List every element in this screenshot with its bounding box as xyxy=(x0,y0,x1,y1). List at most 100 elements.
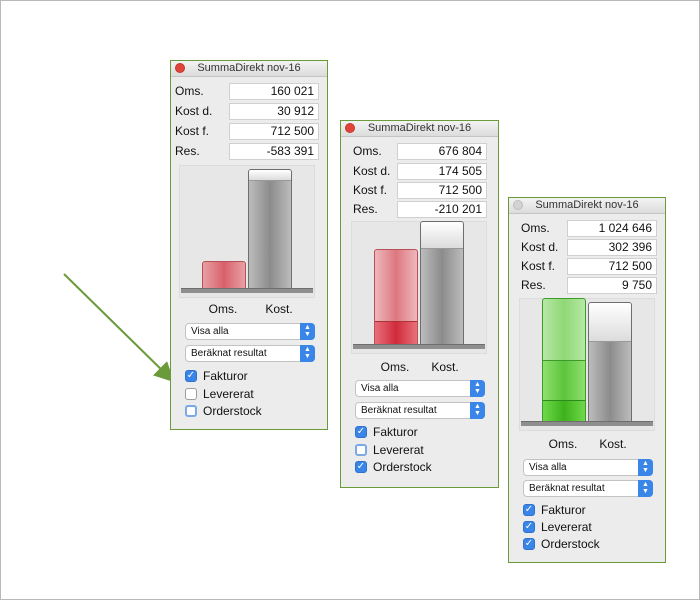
chart-area xyxy=(519,298,655,431)
chart-label-oms: Oms. xyxy=(380,360,410,374)
row-oms: Oms. 1 024 646 xyxy=(513,220,663,237)
chart-baseline xyxy=(353,344,485,349)
updown-arrows-icon: ▲ ▼ xyxy=(470,380,485,397)
res-value[interactable]: 9 750 xyxy=(567,277,657,294)
row-kost-d: Kost d. 302 396 xyxy=(513,239,663,256)
kost-d-value[interactable]: 30 912 xyxy=(229,103,319,120)
checkbox-checked-icon[interactable]: ✓ xyxy=(523,504,535,516)
kost-d-value[interactable]: 174 505 xyxy=(397,163,487,180)
view-select-value: Visa alla xyxy=(529,462,567,473)
checkbox-unchecked-icon[interactable] xyxy=(185,405,197,417)
window-titlebar: SummaDirekt nov-16 xyxy=(171,61,327,77)
view-select[interactable]: Visa alla ▲ ▼ xyxy=(523,459,653,476)
checkbox-unchecked-icon[interactable] xyxy=(185,388,197,400)
kost-d-value[interactable]: 302 396 xyxy=(567,239,657,256)
kost-bar xyxy=(420,221,464,345)
window-titlebar: SummaDirekt nov-16 xyxy=(341,121,498,137)
checkbox-checked-icon[interactable]: ✓ xyxy=(355,461,367,473)
chart-label-kost: Kost. xyxy=(265,302,293,316)
row-res: Res. -210 201 xyxy=(345,201,495,218)
result-select[interactable]: Beräknat resultat ▲ ▼ xyxy=(523,480,653,497)
view-select-value: Visa alla xyxy=(361,383,399,394)
levererat-label: Levererat xyxy=(373,443,424,457)
res-value[interactable]: -210 201 xyxy=(397,201,487,218)
fakturor-label: Fakturor xyxy=(203,369,248,383)
window-title: SummaDirekt nov-16 xyxy=(197,62,301,74)
levererat-label: Levererat xyxy=(541,520,592,534)
res-label: Res. xyxy=(521,278,546,292)
kost-bar xyxy=(588,302,632,422)
oms-label: Oms. xyxy=(521,221,550,235)
oms-label: Oms. xyxy=(353,144,382,158)
updown-arrows-icon: ▲ ▼ xyxy=(300,323,315,340)
oms-value[interactable]: 676 804 xyxy=(397,143,487,160)
window-titlebar: SummaDirekt nov-16 xyxy=(509,198,665,214)
levererat-label: Levererat xyxy=(203,387,254,401)
fakturor-label: Fakturor xyxy=(541,503,586,517)
chart-area xyxy=(351,221,487,354)
window-title: SummaDirekt nov-16 xyxy=(535,199,639,211)
row-res: Res. -583 391 xyxy=(175,143,325,160)
result-select-value: Beräknat resultat xyxy=(529,483,605,494)
orderstock-label: Orderstock xyxy=(203,404,262,418)
row-kost-d: Kost d. 174 505 xyxy=(345,163,495,180)
kost-f-value[interactable]: 712 500 xyxy=(567,258,657,275)
result-select-value: Beräknat resultat xyxy=(191,348,267,359)
checkbox-checked-icon[interactable]: ✓ xyxy=(185,370,197,382)
window-title: SummaDirekt nov-16 xyxy=(367,122,472,134)
row-kost-f: Kost f. 712 500 xyxy=(175,123,325,140)
summadirekt-window-1: SummaDirekt nov-16 Oms. 160 021 Kost d. … xyxy=(170,60,328,430)
chart-label-oms: Oms. xyxy=(548,437,578,451)
row-kost-d: Kost d. 30 912 xyxy=(175,103,325,120)
kost-bar xyxy=(248,169,292,289)
result-select-value: Beräknat resultat xyxy=(361,405,437,416)
row-res: Res. 9 750 xyxy=(513,277,663,294)
row-kost-f: Kost f. 712 500 xyxy=(345,182,495,199)
kost-d-label: Kost d. xyxy=(521,240,559,254)
view-select[interactable]: Visa alla ▲ ▼ xyxy=(355,380,485,397)
updown-arrows-icon: ▲ ▼ xyxy=(300,345,315,362)
chart-label-kost: Kost. xyxy=(431,360,459,374)
close-icon[interactable] xyxy=(175,63,185,73)
kost-d-label: Kost d. xyxy=(175,104,213,118)
checkbox-checked-icon[interactable]: ✓ xyxy=(523,521,535,533)
chart-baseline xyxy=(521,421,653,426)
kost-f-value[interactable]: 712 500 xyxy=(397,182,487,199)
updown-arrows-icon: ▲ ▼ xyxy=(470,402,485,419)
res-value[interactable]: -583 391 xyxy=(229,143,319,160)
oms-value[interactable]: 160 021 xyxy=(229,83,319,100)
res-label: Res. xyxy=(175,144,200,158)
updown-arrows-icon: ▲ ▼ xyxy=(638,459,653,476)
close-icon[interactable] xyxy=(513,200,523,210)
chart-label-kost: Kost. xyxy=(599,437,627,451)
result-select[interactable]: Beräknat resultat ▲ ▼ xyxy=(185,345,315,362)
row-kost-f: Kost f. 712 500 xyxy=(513,258,663,275)
kost-f-label: Kost f. xyxy=(521,259,556,273)
summadirekt-window-2: SummaDirekt nov-16 Oms. 676 804 Kost d. … xyxy=(340,120,499,488)
res-label: Res. xyxy=(353,202,378,216)
row-oms: Oms. 160 021 xyxy=(175,83,325,100)
close-icon[interactable] xyxy=(345,123,355,133)
row-oms: Oms. 676 804 xyxy=(345,143,495,160)
view-select[interactable]: Visa alla ▲ ▼ xyxy=(185,323,315,340)
checkbox-checked-icon[interactable]: ✓ xyxy=(355,426,367,438)
oms-bar xyxy=(542,298,586,422)
oms-bar xyxy=(374,249,418,345)
oms-bar xyxy=(202,261,246,289)
checkbox-unchecked-icon[interactable] xyxy=(355,444,367,456)
checkbox-checked-icon[interactable]: ✓ xyxy=(523,538,535,550)
kost-f-label: Kost f. xyxy=(353,183,388,197)
chart-area xyxy=(179,165,315,298)
result-select[interactable]: Beräknat resultat ▲ ▼ xyxy=(355,402,485,419)
view-select-value: Visa alla xyxy=(191,326,229,337)
fakturor-label: Fakturor xyxy=(373,425,418,439)
kost-f-value[interactable]: 712 500 xyxy=(229,123,319,140)
summadirekt-window-3: SummaDirekt nov-16 Oms. 1 024 646 Kost d… xyxy=(508,197,666,563)
chart-label-oms: Oms. xyxy=(208,302,238,316)
kost-f-label: Kost f. xyxy=(175,124,210,138)
kost-d-label: Kost d. xyxy=(353,164,391,178)
orderstock-label: Orderstock xyxy=(541,537,600,551)
oms-value[interactable]: 1 024 646 xyxy=(567,220,657,237)
oms-label: Oms. xyxy=(175,84,204,98)
